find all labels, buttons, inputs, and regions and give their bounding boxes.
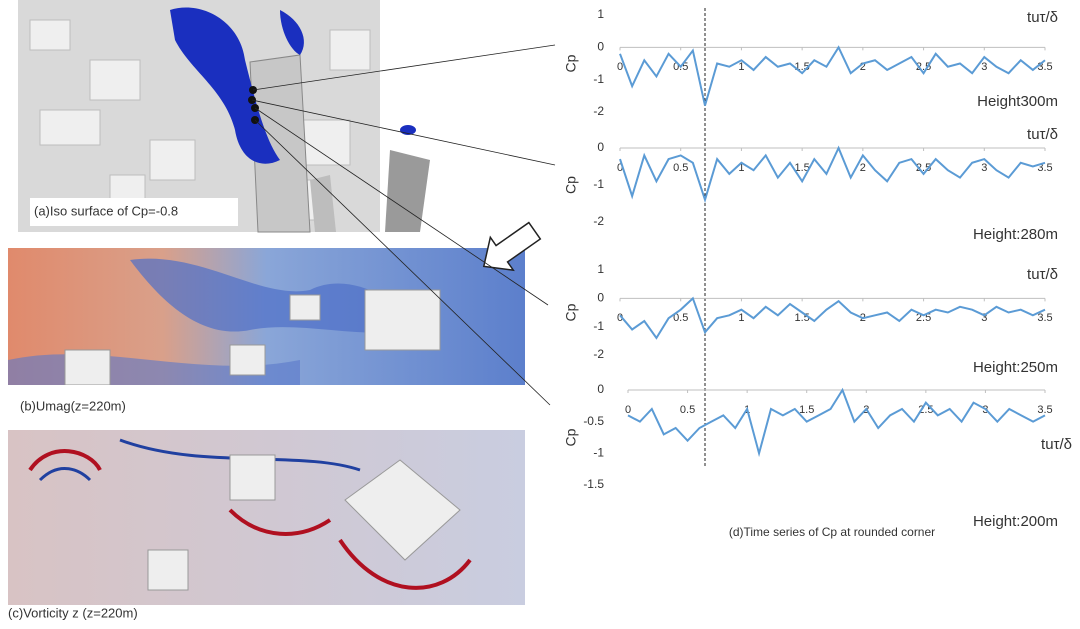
- panel-c-caption: (c)Vorticity z (z=220m): [8, 605, 138, 620]
- y-axis-label: Cp: [563, 54, 579, 72]
- x-axis-label: tuτ/δ: [1041, 436, 1072, 453]
- y-axis-label: Cp: [563, 176, 579, 194]
- x-tick-label: 1.5: [794, 312, 809, 324]
- x-tick-label: 3.5: [1037, 404, 1052, 416]
- panel-a-caption: (a)Iso surface of Cp=-0.8: [34, 203, 178, 218]
- y-tick-label: 0: [597, 382, 604, 396]
- y-tick-label: 1: [597, 262, 604, 276]
- x-axis-label: tuτ/δ: [1027, 9, 1058, 26]
- y-tick-label: 1: [597, 7, 604, 21]
- x-axis-label: tuτ/δ: [1027, 126, 1058, 143]
- y-axis-label: Cp: [563, 428, 579, 446]
- panel-a-image: [18, 0, 430, 232]
- chart-title: Height:250m: [973, 359, 1058, 376]
- x-tick-label: 1.5: [799, 404, 814, 416]
- figure: (a)Iso surface of Cp=-0.8 (b)Umag(z=220m…: [0, 0, 1080, 624]
- x-tick-label: 3.5: [1037, 312, 1052, 324]
- x-tick-label: 0: [625, 404, 631, 416]
- panel-b-image: [8, 248, 525, 397]
- y-axis-label: Cp: [563, 303, 579, 321]
- y-tick-label: -1: [593, 177, 604, 191]
- x-tick-label: 3: [981, 61, 987, 73]
- panel-d-caption: (d)Time series of Cp at rounded corner: [729, 525, 935, 539]
- y-tick-label: -1: [593, 446, 604, 460]
- panel-b-caption: (b)Umag(z=220m): [20, 398, 126, 413]
- y-tick-label: -0.5: [583, 414, 604, 428]
- y-tick-label: -2: [593, 347, 604, 361]
- x-tick-label: 1: [738, 312, 744, 324]
- x-tick-label: 0: [617, 61, 623, 73]
- x-tick-label: 2: [860, 162, 866, 174]
- series-line: [628, 390, 1045, 453]
- chart-title: Height:200m: [973, 513, 1058, 530]
- x-tick-label: 0.5: [680, 404, 695, 416]
- y-tick-label: 0: [597, 291, 604, 305]
- y-tick-label: -1: [593, 319, 604, 333]
- panel-c-image: [8, 430, 525, 605]
- x-tick-label: 2.5: [916, 312, 931, 324]
- x-tick-label: 3: [981, 162, 987, 174]
- chart-title: Height:280m: [973, 226, 1058, 243]
- x-axis-label: tuτ/δ: [1027, 266, 1058, 283]
- y-tick-label: -2: [593, 104, 604, 118]
- y-tick-label: -2: [593, 214, 604, 228]
- x-tick-label: 0.5: [673, 162, 688, 174]
- y-tick-label: -1.5: [583, 477, 604, 491]
- chart-title: Height300m: [977, 93, 1058, 110]
- y-tick-label: -1: [593, 72, 604, 86]
- y-tick-label: 0: [597, 140, 604, 154]
- y-tick-label: 0: [597, 40, 604, 54]
- x-tick-label: 3.5: [1037, 61, 1052, 73]
